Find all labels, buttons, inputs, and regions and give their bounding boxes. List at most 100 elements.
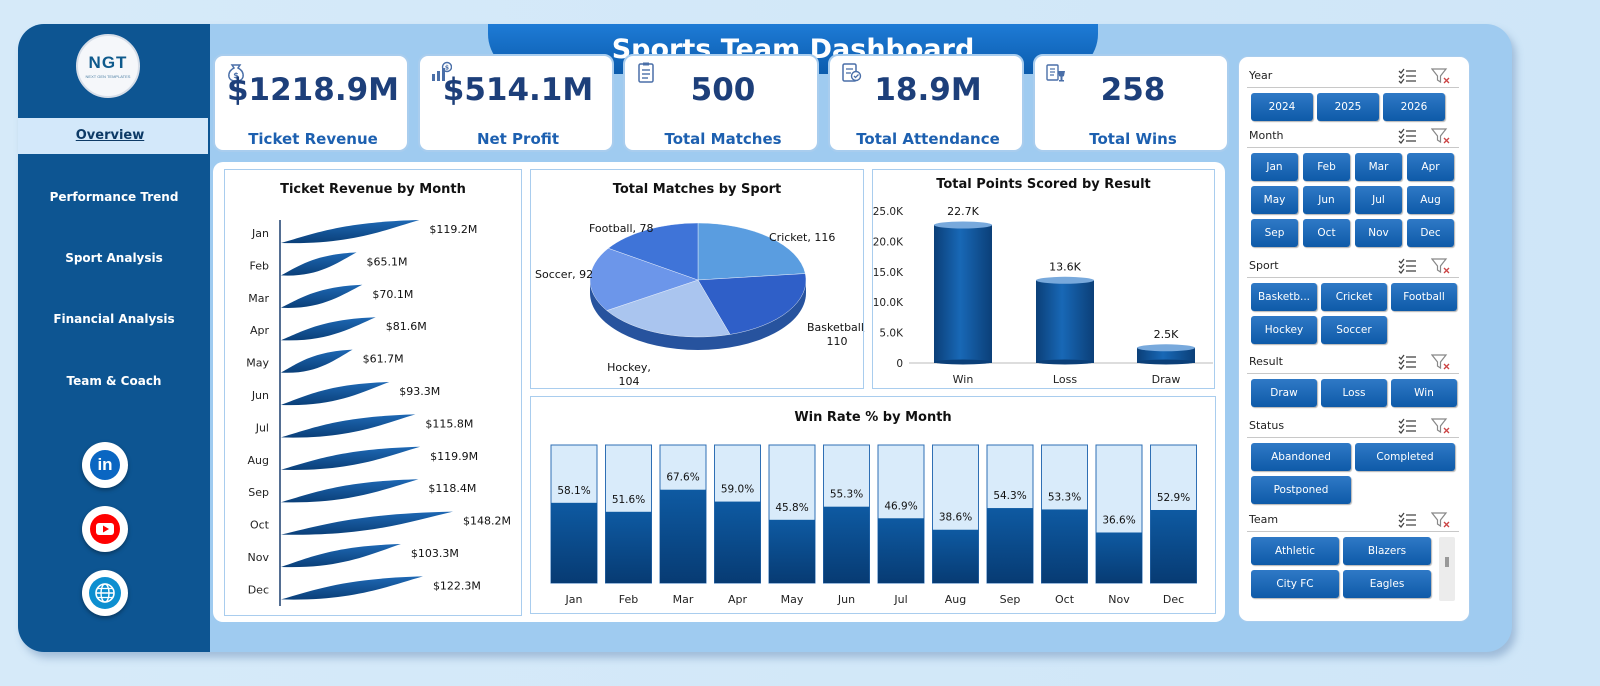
- clear-filter-icon[interactable]: [1430, 258, 1451, 274]
- multi-select-icon[interactable]: [1397, 68, 1417, 84]
- clear-filter-icon[interactable]: [1430, 354, 1451, 370]
- slicer-month-option[interactable]: Sep: [1251, 219, 1298, 247]
- slicer-month-option[interactable]: Mar: [1355, 153, 1402, 181]
- slicer-month-option[interactable]: Nov: [1355, 219, 1402, 247]
- svg-text:$: $: [445, 65, 449, 72]
- slicer-team-option[interactable]: Blazers: [1343, 537, 1431, 565]
- svg-text:$: $: [233, 71, 239, 80]
- multi-select-icon[interactable]: [1397, 354, 1417, 370]
- slicer-month-option[interactable]: Apr: [1407, 153, 1454, 181]
- winrate-bar-may: [769, 519, 815, 583]
- nav-performance-trend[interactable]: Performance Trend: [49, 190, 179, 204]
- trophy-list-icon: [1046, 64, 1065, 82]
- slicer-month-option[interactable]: Oct: [1303, 219, 1350, 247]
- month-tick-label: Aug: [248, 454, 269, 467]
- slicer-sport-option[interactable]: Football: [1391, 283, 1457, 311]
- clear-filter-icon[interactable]: [1430, 418, 1451, 434]
- slicer-result-option[interactable]: Draw: [1251, 379, 1317, 407]
- slicer-divider: [1247, 373, 1459, 374]
- winrate-bar-sep: [987, 508, 1033, 583]
- month-tick-label: Mar: [673, 593, 694, 606]
- slicer-divider: [1247, 87, 1459, 88]
- multi-select-icon[interactable]: [1397, 128, 1417, 144]
- nav-team-coach[interactable]: Team & Coach: [66, 374, 162, 388]
- chart-title: Total Matches by Sport: [612, 182, 782, 197]
- slicer-team-option[interactable]: City FC: [1251, 570, 1339, 598]
- revenue-data-label: $122.3M: [433, 579, 481, 592]
- slicer-month-option[interactable]: Jul: [1355, 186, 1402, 214]
- month-tick-label: Jan: [251, 227, 269, 240]
- nav-sport-analysis[interactable]: Sport Analysis: [65, 251, 163, 265]
- slicer-title-month: Month: [1249, 129, 1284, 142]
- slicer-status-option[interactable]: Postponed: [1251, 476, 1351, 504]
- month-tick-label: Dec: [1163, 593, 1184, 606]
- winrate-data-label: 59.0%: [721, 484, 754, 496]
- slicer-status-option[interactable]: Abandoned: [1251, 443, 1351, 471]
- revenue-data-label: $118.4M: [428, 482, 476, 495]
- winrate-data-label: 58.1%: [557, 485, 590, 497]
- kpi-label: Net Profit: [476, 130, 560, 148]
- winrate-bar-aug: [932, 529, 979, 583]
- points-bar-base: [934, 359, 992, 365]
- slicer-result-option[interactable]: Win: [1391, 379, 1457, 407]
- kpi-value: $1218.9M: [226, 72, 400, 108]
- month-tick-label: Feb: [619, 593, 638, 606]
- globe-icon: [89, 577, 121, 609]
- nav-financial-analysis[interactable]: Financial Analysis: [53, 312, 175, 326]
- kpi-net-profit: $ $514.1M Net Profit: [418, 54, 614, 152]
- slicer-month-option[interactable]: Dec: [1407, 219, 1454, 247]
- month-tick-label: Aug: [945, 593, 966, 606]
- slicer-month-option[interactable]: Jan: [1251, 153, 1298, 181]
- slicer-sport-option[interactable]: Soccer: [1321, 316, 1387, 344]
- clear-filter-icon[interactable]: [1430, 68, 1451, 84]
- pie-label-value: 104: [619, 375, 640, 388]
- points-bar-draw: [1137, 347, 1195, 363]
- clear-filter-icon[interactable]: [1430, 128, 1451, 144]
- revenue-bar-oct: [281, 511, 453, 535]
- slicer-sport-option[interactable]: Hockey: [1251, 316, 1317, 344]
- slicer-sport-option[interactable]: Basketb...: [1251, 283, 1317, 311]
- month-tick-label: Apr: [728, 593, 748, 606]
- slicer-sport-option[interactable]: Cricket: [1321, 283, 1387, 311]
- multi-select-icon[interactable]: [1397, 258, 1417, 274]
- team-slicer-scrollbar[interactable]: [1439, 537, 1455, 601]
- slicer-title-result: Result: [1249, 355, 1283, 368]
- points-bar-win: [934, 224, 992, 363]
- kpi-ticket-revenue: $ $1218.9M Ticket Revenue: [213, 54, 409, 152]
- profit-chart-icon: $: [432, 61, 452, 81]
- month-tick-label: Apr: [250, 324, 270, 337]
- revenue-data-label: $65.1M: [367, 255, 408, 268]
- youtube-button[interactable]: [82, 506, 128, 552]
- slicer-month-option[interactable]: May: [1251, 186, 1298, 214]
- winrate-bar-mar: [660, 489, 706, 583]
- slicer-status-option[interactable]: Completed: [1355, 443, 1455, 471]
- winrate-bar-jun: [823, 506, 870, 583]
- website-button[interactable]: [82, 570, 128, 616]
- multi-select-icon[interactable]: [1397, 418, 1417, 434]
- slicer-team-option[interactable]: Eagles: [1343, 570, 1431, 598]
- result-tick-label: Loss: [1053, 373, 1077, 386]
- points-data-label: 13.6K: [1049, 260, 1081, 273]
- ticket-revenue-chart: Ticket Revenue by Month Jan $119.2M Feb $65…: [224, 169, 522, 616]
- slicer-divider: [1247, 277, 1459, 278]
- slicer-month-option[interactable]: Aug: [1407, 186, 1454, 214]
- slicer-month-option[interactable]: Feb: [1303, 153, 1350, 181]
- multi-select-icon[interactable]: [1397, 512, 1417, 528]
- slicer-result-option[interactable]: Loss: [1321, 379, 1387, 407]
- revenue-data-label: $119.2M: [429, 223, 477, 236]
- revenue-bar-jul: [281, 414, 416, 438]
- linkedin-button[interactable]: in: [82, 442, 128, 488]
- pie-label-cricket: Cricket, 116: [769, 231, 835, 244]
- scrollbar-thumb[interactable]: [1445, 557, 1449, 567]
- slicer-year-option[interactable]: 2026: [1383, 93, 1445, 121]
- slicer-year-option[interactable]: 2025: [1317, 93, 1379, 121]
- slicer-month-option[interactable]: Jun: [1303, 186, 1350, 214]
- y-tick-label: 10.0K: [873, 297, 904, 309]
- clear-filter-icon[interactable]: [1430, 512, 1451, 528]
- nav-overview[interactable]: Overview: [18, 118, 208, 154]
- slicer-year-option[interactable]: 2024: [1251, 93, 1313, 121]
- revenue-bar-dec: [281, 576, 423, 600]
- points-data-label: 22.7K: [947, 205, 979, 218]
- kpi-label: Total Wins: [1089, 130, 1177, 148]
- slicer-team-option[interactable]: Athletic: [1251, 537, 1339, 565]
